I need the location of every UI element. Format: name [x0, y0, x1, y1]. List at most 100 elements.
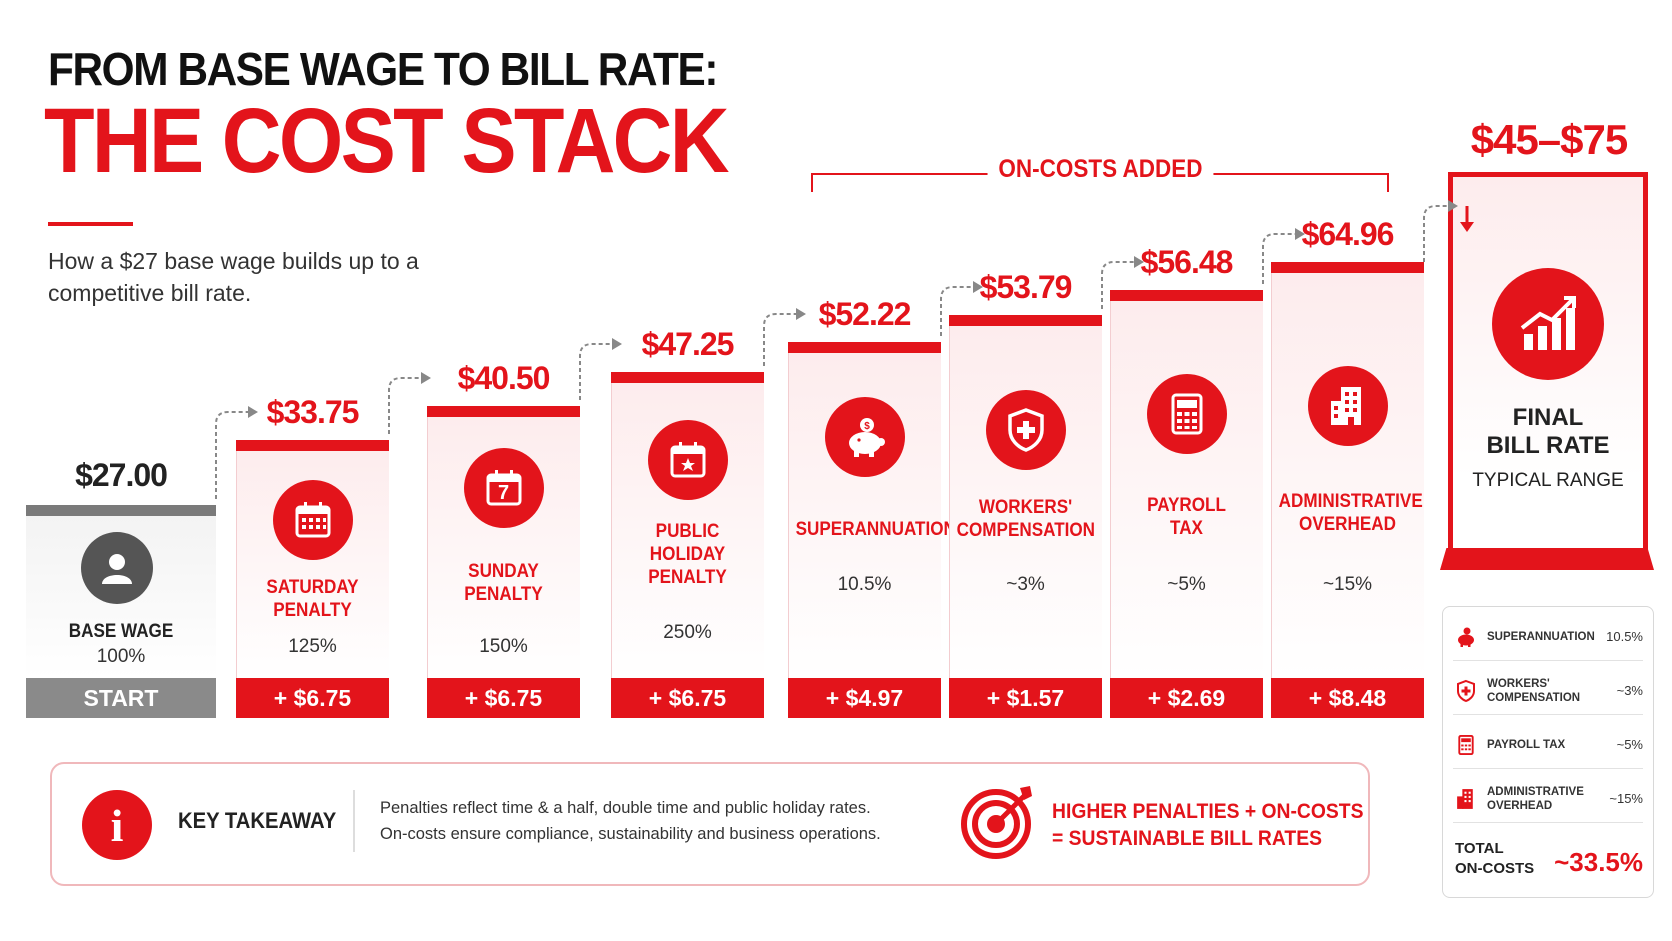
step-footer: START [26, 678, 216, 718]
final-label: FINAL BILL RATE [1486, 404, 1610, 459]
building-icon [1307, 366, 1388, 446]
step-label: SUNDAY PENALTY [464, 561, 543, 605]
summary-row-label: WORKERS' COMPENSATION [1487, 677, 1581, 704]
step-pct: ~5% [1167, 574, 1206, 595]
key-takeaway-box [50, 762, 1370, 886]
oncosts-summary-panel: SUPERANNUATION 10.5% WORKERS' COMPENSATION ~… [1442, 606, 1654, 898]
step-increment: + $6.75 [427, 678, 580, 718]
step-label: BASE WAGE [68, 621, 174, 642]
shield-cross-icon [1453, 678, 1479, 704]
subtitle: How a $27 base wage builds up to a compe… [48, 248, 419, 306]
shield-cross-icon [985, 390, 1066, 470]
step-pct: 125% [288, 636, 337, 657]
summary-row-value: ~3% [1616, 683, 1643, 698]
step-pct: ~15% [1322, 574, 1373, 595]
final-value: $45–$75 [1470, 116, 1629, 163]
summary-row: PAYROLL TAX ~5% [1453, 721, 1643, 769]
step-3: $52.22 $ SUPERANNUATION 10.5% + $4.97 [788, 0, 956, 720]
step-cap [788, 342, 941, 353]
step-increment: + $6.75 [236, 678, 389, 718]
summary-row-label: PAYROLL TAX [1487, 738, 1566, 751]
target-icon [961, 786, 1032, 859]
summary-row: SUPERANNUATION 10.5% [1453, 613, 1643, 661]
step-label: WORKERS' COMPENSATION [956, 497, 1096, 541]
step-1: $40.50 7 SUNDAY PENALTY 150% + $6.75 [427, 0, 580, 720]
final-base [1440, 548, 1654, 570]
step-cap [26, 505, 216, 516]
building-icon [1453, 786, 1479, 812]
step-cap [236, 440, 389, 451]
piggy-bank-icon [1453, 624, 1479, 650]
info-icon: i [82, 790, 152, 860]
step-value: $56.48 [1140, 244, 1234, 280]
summary-row-label: SUPERANNUATION [1487, 630, 1595, 643]
step-value: $27.00 [75, 457, 168, 493]
step-base-wage: $27.00 BASE WAGE 100% START [26, 0, 216, 720]
summary-row: WORKERS' COMPENSATION ~3% [1453, 667, 1643, 715]
step-pct: 100% [96, 646, 146, 667]
step-0: $33.75 SATURDAY PENALTY 125% + $6.75 [236, 0, 389, 720]
step-2: $47.25 PUBLIC HOLIDAY PENALTY 250% + $6.75 [611, 0, 764, 720]
step-cap [611, 372, 764, 383]
calculator-icon [1146, 374, 1227, 454]
step-value: $47.25 [641, 326, 735, 362]
summary-row: ADMINISTRATIVE OVERHEAD ~15% [1453, 775, 1643, 823]
step-increment: + $4.97 [788, 678, 941, 718]
summary-row-value: ~15% [1609, 791, 1643, 806]
summary-total-value: ~33.5% [1554, 847, 1643, 877]
step-arrow [763, 308, 806, 366]
takeaway-text: Penalties reflect time & a half, double … [380, 799, 881, 843]
step-arrow [215, 406, 258, 499]
step-value: $64.96 [1301, 216, 1395, 252]
calendar-holiday-icon [647, 420, 728, 500]
step-value: $33.75 [266, 394, 360, 430]
step-4: $53.79 WORKERS' COMPENSATION ~3% + $1.57 [949, 0, 1102, 720]
step-pct: 150% [479, 636, 528, 657]
oncosts-label: ON-COSTS ADDED [987, 155, 1214, 184]
step-increment: + $2.69 [1110, 678, 1263, 718]
title-line-1: FROM BASE WAGE TO BILL RATE: [48, 43, 718, 95]
title-line-2: THE COST STACK [44, 90, 730, 192]
step-label: PAYROLL TAX [1147, 495, 1226, 539]
step-arrow [940, 281, 983, 336]
title-underline [48, 222, 133, 226]
step-label: PUBLIC HOLIDAY PENALTY [648, 521, 727, 588]
step-pct: ~3% [1006, 574, 1045, 595]
takeaway-title: KEY TAKEAWAY [178, 808, 337, 833]
step-value: $53.79 [979, 269, 1073, 305]
final-arrow [1423, 200, 1474, 262]
step-label: SUPERANNUATION [795, 519, 956, 540]
step-label: SATURDAY PENALTY [266, 577, 359, 621]
step-increment: + $8.48 [1271, 678, 1424, 718]
step-cap [1110, 290, 1263, 301]
step-pct: 250% [663, 622, 712, 643]
step-pct: 10.5% [837, 574, 892, 595]
step-6: $64.96 ADMINISTRATIVE OVERHEAD ~15% + $8.48 [1271, 0, 1424, 720]
svg-text:$: $ [864, 421, 870, 432]
calendar-7-icon: 7 [463, 448, 544, 528]
takeaway-divider [353, 790, 355, 852]
step-arrow [388, 372, 431, 434]
step-value: $52.22 [818, 296, 912, 332]
calculator-icon [1453, 732, 1479, 758]
summary-row-value: 10.5% [1606, 629, 1643, 644]
step-cap [949, 315, 1102, 326]
summary-row-value: ~5% [1616, 737, 1643, 752]
step-value: $40.50 [457, 360, 551, 396]
growth-chart-icon [1492, 268, 1604, 380]
takeaway-highlight: HIGHER PENALTIES + ON-COSTS = SUSTAINABL… [1052, 800, 1364, 850]
step-cap [427, 406, 580, 417]
step-arrow [1262, 228, 1305, 284]
person-icon [81, 532, 153, 604]
step-5: $56.48 PAYROLL TAX ~5% + $2.69 [1110, 0, 1263, 720]
summary-row-label: ADMINISTRATIVE OVERHEAD [1487, 785, 1584, 812]
step-cap [1271, 262, 1424, 273]
step-increment: + $1.57 [949, 678, 1102, 718]
step-label: ADMINISTRATIVE OVERHEAD [1278, 491, 1423, 535]
step-increment: + $6.75 [611, 678, 764, 718]
calendar-grid-icon [272, 480, 353, 560]
summary-total-label: TOTAL ON-COSTS [1455, 840, 1535, 877]
piggy-bank-icon: $ [824, 397, 905, 477]
final-sub: TYPICAL RANGE [1472, 470, 1624, 491]
step-arrow [579, 338, 622, 400]
